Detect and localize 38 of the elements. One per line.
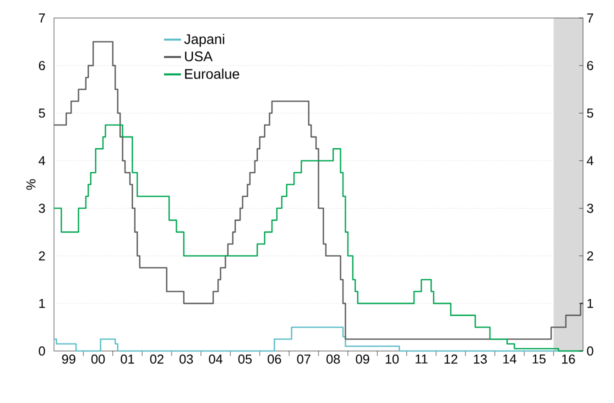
x-tick-label: 05 <box>238 354 252 364</box>
y-tick-label: 5 <box>38 108 45 118</box>
x-tick-label: 01 <box>120 354 134 364</box>
x-tick-label: 15 <box>532 354 546 364</box>
x-tick-label: 13 <box>474 354 487 364</box>
x-tick-label: 10 <box>386 354 399 364</box>
x-tick-label: 12 <box>444 354 458 364</box>
y2-tick-label: 5 <box>587 108 594 118</box>
x-tick-label: 00 <box>91 354 105 364</box>
y-tick-label: 7 <box>38 14 45 22</box>
legend-label: Japani <box>184 34 224 47</box>
x-tick-label: 11 <box>416 354 428 364</box>
x-tick-label: 16 <box>562 354 575 364</box>
y2-tick-label: 4 <box>586 156 594 166</box>
y-tick-label: 2 <box>38 251 45 260</box>
x-tick-label: 08 <box>326 354 340 364</box>
x-tick-label: 03 <box>180 354 193 364</box>
y-tick-label: 4 <box>38 156 46 166</box>
x-tick-label: 07 <box>297 354 310 364</box>
legend-label: Euroalue <box>185 68 240 79</box>
y-axis-title: % <box>26 179 36 190</box>
y2-tick-label: 2 <box>587 251 594 260</box>
y-tick-label: 0 <box>38 346 46 356</box>
y2-tick-label: 0 <box>587 346 594 356</box>
x-tick-label: 14 <box>503 354 516 364</box>
legend-label: USA <box>185 51 213 62</box>
y2-tick-label: 1 <box>588 298 594 308</box>
x-tick-label: 02 <box>150 354 164 364</box>
y2-tick-label: 6 <box>587 60 594 70</box>
y-tick-label: 6 <box>38 60 45 70</box>
x-tick-label: 99 <box>62 354 76 364</box>
y2-tick-label: 7 <box>587 14 594 22</box>
x-tick-label: 09 <box>356 354 370 364</box>
y-tick-label: 3 <box>38 204 45 213</box>
y-tick-label: 1 <box>39 298 45 308</box>
x-tick-label: 06 <box>268 354 282 364</box>
x-tick-label: 04 <box>208 354 222 364</box>
y2-tick-label: 3 <box>587 204 594 213</box>
